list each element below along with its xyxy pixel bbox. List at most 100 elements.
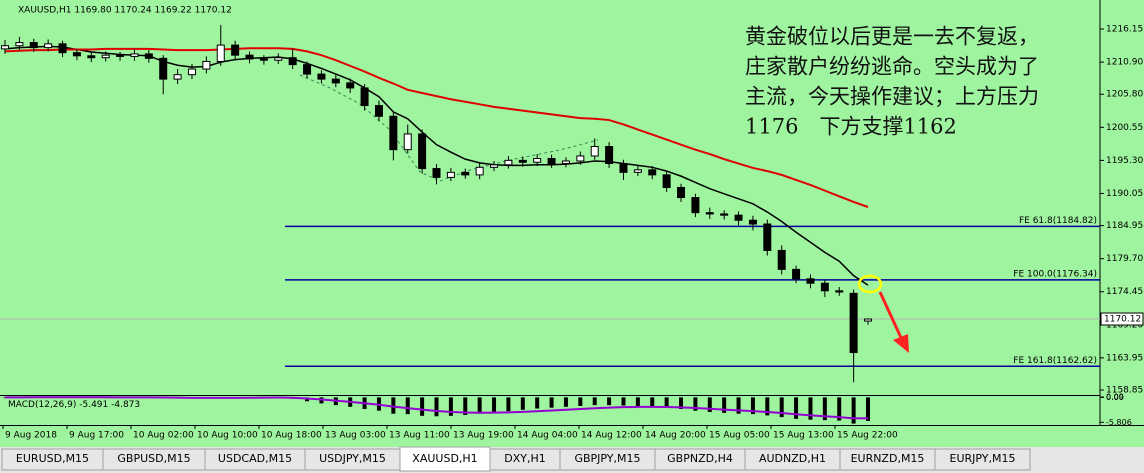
- candle-body: [820, 282, 829, 292]
- x-tick-label: 10 Aug 18:00: [261, 431, 322, 441]
- candle-body: [418, 133, 427, 170]
- candle-body: [605, 146, 614, 165]
- candle-body: [374, 105, 383, 117]
- macd-bar: [420, 397, 425, 416]
- candle-body: [446, 171, 455, 178]
- symbol-tab[interactable]: GBPUSD,M15: [102, 448, 206, 471]
- candle-body: [317, 73, 326, 80]
- candle-body: [303, 64, 312, 75]
- x-tick-label: 15 Aug 05:00: [709, 431, 770, 441]
- fe-label: FE 161.8(1162.62): [1013, 356, 1097, 366]
- x-tick-label: 14 Aug 20:00: [645, 431, 706, 441]
- x-tick-label: 9 Aug 2018: [5, 431, 57, 441]
- candle-body: [245, 54, 254, 60]
- candle-body: [806, 278, 815, 284]
- symbol-tab[interactable]: GBPJPY,M15: [559, 448, 656, 471]
- macd-bar: [837, 397, 842, 421]
- macd-name: MACD(12,26,9): [8, 400, 76, 410]
- tab-label: GBPJPY,M15: [574, 452, 640, 465]
- x-tick-label: 10 Aug 10:00: [197, 431, 258, 441]
- macd-bar: [535, 397, 540, 409]
- current-price-label: 1170.12: [1104, 315, 1141, 325]
- candle-body: [159, 57, 168, 80]
- candle-body: [864, 318, 872, 322]
- tab-label: USDCAD,M15: [218, 452, 292, 465]
- candle-body: [331, 78, 340, 84]
- macd-bar: [405, 397, 410, 415]
- y-tick-label: 1200.55: [1106, 123, 1143, 133]
- macd-bar: [492, 397, 497, 413]
- macd-bar: [650, 397, 655, 407]
- candle-body: [403, 133, 412, 151]
- macd-bar: [779, 397, 784, 418]
- macd-bar: [463, 397, 468, 415]
- symbol-tab[interactable]: EURNZD,M15: [839, 448, 936, 471]
- candle-body: [748, 219, 757, 225]
- candle-body: [58, 43, 67, 54]
- candle-body: [533, 157, 542, 163]
- candle-body: [144, 53, 153, 59]
- annotation-line: 庄家散户纷纷逃命。空头成为了: [745, 55, 1039, 79]
- symbol-tab[interactable]: XAUUSD,H1: [399, 446, 491, 472]
- macd-bar: [520, 397, 525, 410]
- symbol-tab[interactable]: EURUSD,M15: [1, 448, 104, 471]
- candle-body: [648, 169, 657, 176]
- x-tick-label: 13 Aug 11:00: [389, 431, 450, 441]
- candle-body: [576, 155, 585, 162]
- candle-body: [231, 44, 240, 56]
- candle-body: [619, 163, 628, 173]
- symbol-tab[interactable]: AUDNZD,H1: [744, 448, 841, 471]
- annotation-line: 1176 下方支撑1162: [745, 115, 957, 139]
- macd-bar: [592, 397, 597, 406]
- candle-body: [72, 52, 81, 57]
- candle-body: [116, 54, 125, 57]
- candle-body: [777, 249, 786, 270]
- macd-bar: [607, 397, 612, 406]
- candle-body: [633, 169, 642, 173]
- candle-body: [202, 60, 211, 70]
- macd-tick-label: 0.00: [1106, 393, 1124, 402]
- candle-body: [590, 146, 599, 157]
- candle-body: [87, 55, 96, 59]
- fe-label: FE 61.8(1184.82): [1019, 216, 1097, 226]
- y-tick-label: 1216.15: [1106, 25, 1143, 35]
- plot-area: 1216.15 1210.90 1205.80 1200.55 1195.30 1190.…: [0, 25, 1144, 441]
- macd-bar: [391, 397, 396, 414]
- tab-label: DXY,H1: [504, 452, 546, 465]
- symbol-tab[interactable]: USDJPY,M15: [304, 448, 401, 471]
- candle-body: [662, 174, 671, 188]
- tab-label: EURNZD,M15: [851, 452, 925, 465]
- macd-bar: [448, 397, 453, 416]
- macd-tick-label: 0.09: [1106, 393, 1124, 402]
- symbol-tab[interactable]: EURJPY,M15: [934, 448, 1031, 471]
- macd-bar: [722, 397, 727, 413]
- x-tick-label: 14 Aug 12:00: [581, 431, 642, 441]
- candle-body: [101, 54, 110, 59]
- macd-bar: [635, 397, 640, 406]
- candle-body: [15, 42, 24, 47]
- candle-body: [461, 171, 470, 176]
- symbol-tab[interactable]: USDCAD,M15: [204, 448, 306, 471]
- y-tick-label: 1184.95: [1106, 221, 1143, 231]
- symbol-tab[interactable]: DXY,H1: [489, 448, 561, 471]
- candle-body: [44, 43, 53, 49]
- candle-body: [360, 87, 369, 107]
- arrow-head: [893, 334, 909, 353]
- candle-body: [490, 164, 499, 168]
- macd-bar: [794, 397, 799, 419]
- x-tick-label: 14 Aug 04:00: [517, 431, 578, 441]
- macd-bar: [664, 397, 669, 408]
- macd-bar: [765, 397, 770, 416]
- candle-body: [187, 68, 196, 76]
- y-tick-label: 1174.45: [1106, 287, 1143, 297]
- symbol-tab[interactable]: GBPNZD,H4: [654, 448, 746, 471]
- candle-body: [274, 57, 283, 61]
- x-tick-label: 13 Aug 03:00: [325, 431, 386, 441]
- macd-bar: [563, 397, 568, 407]
- candle-body: [849, 292, 858, 354]
- y-tick-label: 1158.85: [1106, 386, 1143, 396]
- macd-bar: [866, 397, 870, 421]
- macd-hist-value: -5.491: [79, 400, 108, 410]
- tab-label: EURUSD,M15: [16, 452, 89, 465]
